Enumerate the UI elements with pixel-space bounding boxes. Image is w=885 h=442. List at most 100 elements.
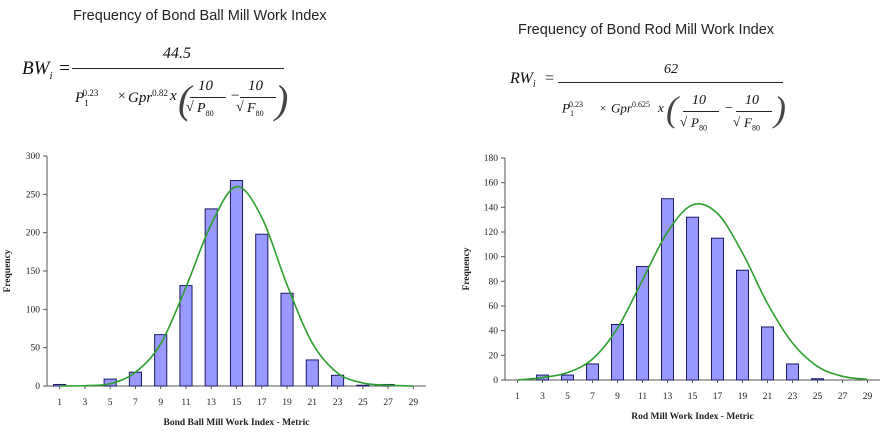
bar [561, 374, 574, 381]
x-tick-label: 25 [358, 398, 368, 408]
y-tick-label: 0 [35, 382, 40, 392]
x-tick-label: 9 [615, 392, 620, 402]
rad-b: F80 [744, 115, 760, 133]
fraction-bar [558, 82, 783, 83]
y-tick-label: 150 [26, 267, 41, 277]
y-tick-label: 60 [489, 302, 499, 312]
bar [636, 266, 649, 381]
formula-times: × [117, 89, 127, 104]
y-tick-label: 100 [26, 305, 41, 315]
fit-curve [59, 185, 414, 387]
sqrt-a: √ [186, 100, 194, 115]
formula-times: × [599, 101, 608, 115]
minus-sign: − [724, 101, 734, 116]
rad-a: P80 [197, 101, 214, 118]
x-tick-label: 27 [383, 398, 393, 408]
ten-a: 10 [692, 93, 706, 108]
x-tick-label: 23 [333, 398, 343, 408]
y-tick-label: 120 [484, 228, 499, 238]
bar [356, 384, 370, 387]
bar [179, 285, 193, 387]
x-tick-label: 7 [590, 392, 595, 402]
x-tick-label: 25 [813, 392, 823, 402]
formula-equals: = [58, 58, 71, 79]
ten-b: 10 [745, 93, 759, 108]
x-tick-label: 15 [688, 392, 698, 402]
bar [811, 378, 824, 381]
x-tick-label: 27 [838, 392, 848, 402]
x-tick-label: 7 [133, 398, 138, 408]
rad-a: P80 [691, 115, 707, 133]
y-tick-label: 80 [489, 277, 499, 287]
formula-numerator: 44.5 [163, 45, 191, 62]
bar [686, 216, 699, 381]
sqrt-b: √ [733, 114, 741, 129]
x-tick-label: 3 [83, 398, 88, 408]
x-tick-label: 19 [738, 392, 748, 402]
rod-mill-title: Frequency of Bond Rod Mill Work Index [518, 22, 775, 38]
formula-gpr: Gpr0.82 [128, 88, 168, 106]
bar [229, 180, 244, 387]
y-tick-label: 140 [484, 203, 499, 213]
fit-curve [517, 202, 868, 381]
inner-bar-b [240, 97, 276, 98]
x-tick-label: 29 [409, 398, 419, 408]
formula-lhs: RWi [510, 70, 536, 91]
x-axis-title: Bond Ball Mill Work Index - Metric [163, 418, 309, 428]
x-tick-label: 21 [763, 392, 773, 402]
x-tick-label: 13 [663, 392, 673, 402]
x-tick-label: 15 [232, 398, 242, 408]
y-tick-label: 160 [484, 179, 499, 189]
bar [736, 269, 749, 381]
inner-bar-a [190, 97, 226, 98]
x-tick-label: 5 [108, 398, 113, 408]
paren-right: ) [774, 89, 786, 129]
x-tick-label: 11 [638, 392, 647, 402]
x-tick-label: 1 [515, 392, 520, 402]
bar [305, 359, 319, 387]
paren-left: ( [178, 77, 192, 122]
x-tick-label: 23 [788, 392, 798, 402]
y-axis-title: Frequency [462, 247, 472, 290]
formula-lhs: BWi [22, 58, 53, 82]
formula-numerator: 62 [664, 62, 678, 77]
ten-b: 10 [248, 78, 263, 94]
bar [611, 324, 624, 381]
y-axis-title: Frequency [3, 249, 13, 292]
formula-equals: = [544, 70, 555, 87]
x-tick-label: 29 [863, 392, 873, 402]
x-tick-label: 1 [57, 398, 62, 408]
bar [761, 326, 774, 381]
y-tick-label: 180 [484, 154, 499, 164]
x-tick-label: 11 [181, 398, 190, 408]
y-tick-label: 100 [484, 253, 499, 263]
bar [711, 237, 724, 381]
rad-b: F80 [247, 101, 264, 118]
paren-right: ) [275, 77, 289, 122]
bar [280, 292, 294, 387]
x-tick-label: 13 [206, 398, 216, 408]
y-tick-label: 20 [489, 351, 499, 361]
inner-bar-b [736, 111, 772, 112]
paren-left: ( [666, 89, 678, 129]
formula-p: P10.23 [562, 100, 583, 118]
bar [586, 363, 599, 381]
x-axis-title: Rod Mill Work Index - Metric [631, 412, 754, 422]
x-tick-label: 9 [158, 398, 163, 408]
bar [786, 363, 799, 381]
ten-a: 10 [198, 78, 213, 94]
x-tick-label: 3 [540, 392, 545, 402]
formula-gpr: Gpr0.625 [611, 100, 650, 116]
sqrt-a: √ [680, 114, 688, 129]
bar [331, 374, 345, 387]
ball-mill-title: Frequency of Bond Ball Mill Work Index [73, 8, 327, 24]
formula-x: x [658, 100, 664, 115]
formula-x: x [170, 88, 177, 104]
x-tick-label: 17 [257, 398, 267, 408]
sqrt-b: √ [236, 100, 244, 115]
y-tick-label: 50 [31, 344, 41, 354]
fraction-bar [72, 68, 284, 69]
y-tick-label: 0 [493, 376, 498, 386]
formula-p: P10.23 [75, 88, 99, 108]
